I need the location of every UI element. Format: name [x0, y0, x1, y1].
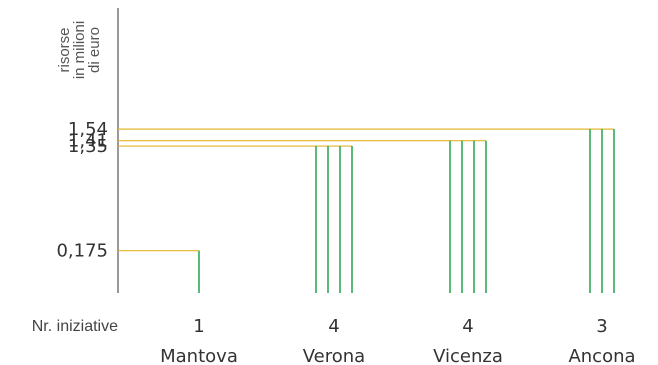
category-label-ancona: Ancona [568, 346, 635, 365]
value-label-verona: 1,35 [68, 136, 108, 157]
category-labels: Mantova Verona Vicenza Ancona [160, 346, 635, 365]
count-label-mantova: 1 [193, 316, 204, 337]
category-label-verona: Verona [303, 346, 365, 365]
count-label-verona: 4 [328, 316, 339, 337]
initiatives-row-label: Nr. iniziative [32, 318, 118, 335]
category-label-vicenza: Vicenza [433, 346, 503, 365]
initiative-counts: 1 4 4 3 [193, 316, 607, 337]
value-labels: 0,175 1,351,411,54 [56, 119, 108, 262]
value-label-vicenza: 1,41 [68, 131, 108, 152]
value-guides [118, 128, 614, 252]
count-label-ancona: 3 [596, 316, 607, 337]
bar-groups [198, 129, 615, 293]
y-axis-title: risorse in milioni di euro [56, 21, 103, 79]
y-axis-title-line-1: risorse [56, 27, 73, 72]
y-axis-title-line-2: in milioni [71, 21, 88, 79]
value-label-ancona: 1,54 [68, 119, 108, 140]
y-axis-title-line-3: di euro [86, 27, 103, 73]
value-label-mantova: 0,175 [56, 241, 108, 262]
category-label-mantova: Mantova [160, 346, 238, 365]
count-label-vicenza: 4 [462, 316, 473, 337]
